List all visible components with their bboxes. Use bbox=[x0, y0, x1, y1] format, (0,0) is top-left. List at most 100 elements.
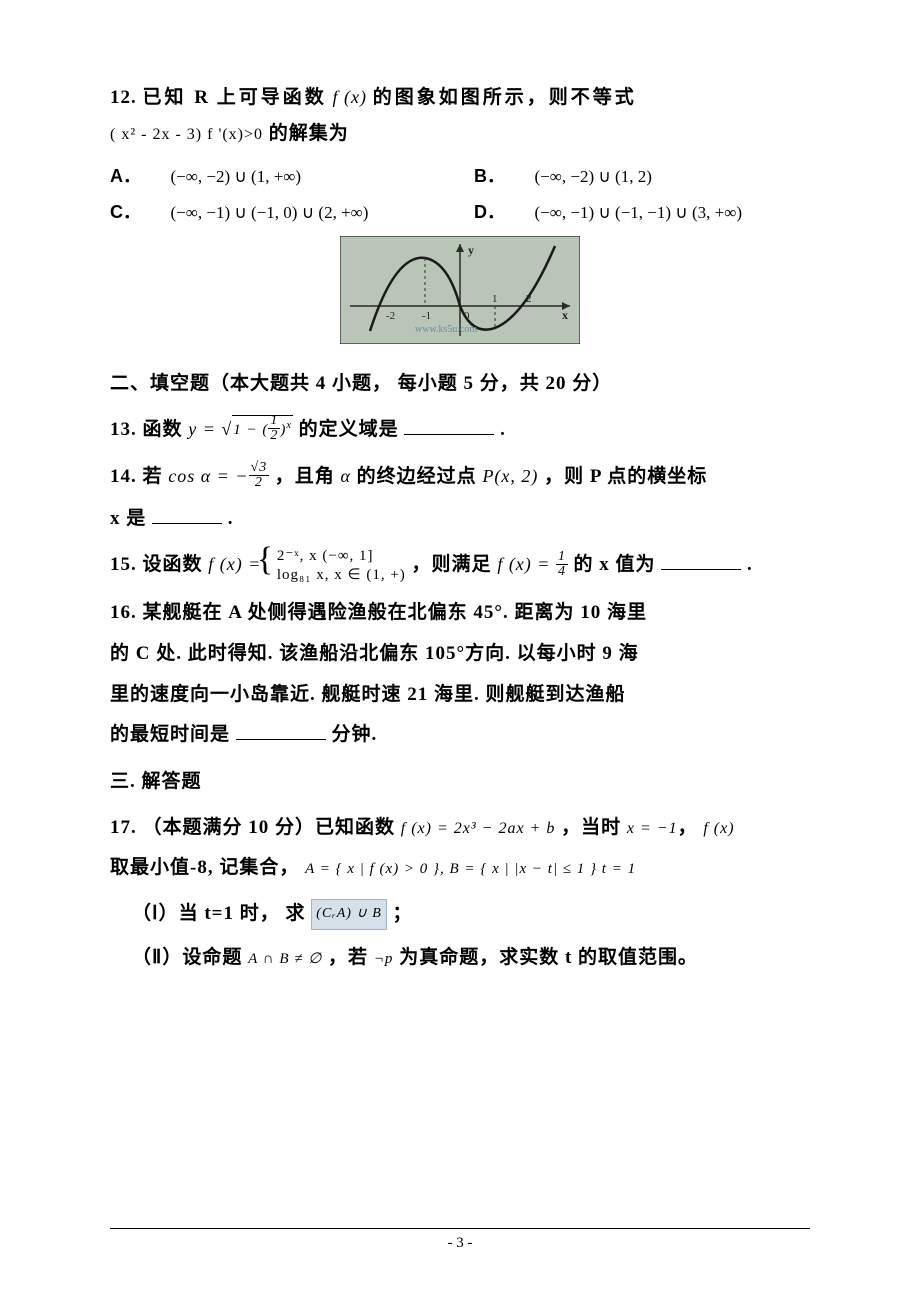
q13-exp: x bbox=[286, 420, 292, 431]
svg-text:-2: -2 bbox=[386, 310, 395, 322]
q14-blank bbox=[152, 503, 222, 524]
q12-prefix: 12. bbox=[110, 87, 137, 108]
page-number: - 3 - bbox=[110, 1235, 810, 1252]
q16-l4a: 的最短时间是 bbox=[110, 724, 230, 745]
q13-num: 1 bbox=[268, 414, 280, 429]
q13-t1: 函数 bbox=[143, 419, 183, 440]
q15-t2: ，则满足 bbox=[412, 554, 492, 575]
q17-p2b: ，若 bbox=[328, 947, 368, 968]
q14-coslbl: cos α = − bbox=[168, 466, 248, 486]
q16-l3: 里的速度向一小岛靠近. 舰艇时速 21 海里. 则舰艇到达渔船 bbox=[110, 684, 626, 705]
q17-p1a: （Ⅰ）当 t=1 时， bbox=[132, 903, 280, 924]
q12-t4: 的解集为 bbox=[269, 123, 349, 144]
q13-blank bbox=[404, 414, 494, 435]
q12-optA: A． (−∞, −2) ∪ (1, +∞) bbox=[110, 158, 474, 194]
section2-title: 二、填空题（本大题共 4 小题， 每小题 5 分，共 20 分） bbox=[110, 366, 810, 402]
optC-math: (−∞, −1) ∪ (−1, 0) ∪ (2, +∞) bbox=[141, 196, 369, 230]
q17-l2a: 取最小值-8, 记集合， bbox=[110, 857, 299, 878]
q15-fx2lbl: f (x) = bbox=[497, 554, 556, 574]
svg-text:-1: -1 bbox=[422, 310, 431, 322]
q16-l1: 某舰艇在 A 处侧得遇险渔般在北偏东 45°. 距离为 10 海里 bbox=[143, 602, 648, 623]
section3-title: 三. 解答题 bbox=[110, 764, 810, 800]
q15-prefix: 15. bbox=[110, 554, 137, 575]
q12-expr: ( x² - 2x - 3) f '(x)>0 bbox=[110, 126, 263, 143]
q14-den2: 2 bbox=[249, 476, 270, 490]
q15-blank bbox=[661, 550, 741, 571]
question-14: 14. 若 cos α = −√32 ，且角 α 的终边经过点 P(x, 2) … bbox=[110, 456, 810, 540]
q14-prefix: 14. bbox=[110, 466, 137, 487]
q15-row2: log₈₁ x, x ∈ (1, +) bbox=[277, 567, 406, 583]
graph-svg: -2 -1 0 1 2 y x www.ks5u.com bbox=[340, 236, 580, 344]
q12-optB: B． (−∞, −2) ∪ (1, 2) bbox=[474, 158, 810, 194]
svg-text:1: 1 bbox=[492, 293, 498, 305]
q15-period: . bbox=[747, 554, 753, 575]
q14-period: . bbox=[228, 508, 234, 529]
q17-l1a: （本题满分 10 分）已知函数 bbox=[143, 817, 396, 838]
svg-text:2: 2 bbox=[526, 293, 532, 305]
q17-comma: ， bbox=[678, 817, 698, 838]
q17-xneg1: x = −1 bbox=[627, 820, 678, 837]
q12-fx: f (x) bbox=[333, 87, 367, 107]
q15-n1: 1 bbox=[556, 550, 568, 565]
svg-text:y: y bbox=[468, 243, 474, 257]
optD-math: (−∞, −1) ∪ (−1, −1) ∪ (3, +∞) bbox=[505, 196, 743, 230]
q17-sets: A = { x | f (x) > 0 }, B = { x | |x − t|… bbox=[305, 861, 636, 877]
q13-math: y = 1 − (12)x bbox=[188, 419, 298, 439]
q12-t1: 已知 R bbox=[143, 87, 211, 108]
q15-t1: 设函数 bbox=[143, 554, 203, 575]
footer-line bbox=[110, 1228, 810, 1229]
q14-t3: 的终边经过点 bbox=[357, 466, 477, 487]
q17-inline-image: (CᵣA) ∪ B bbox=[311, 899, 386, 930]
q17-p2math: A ∩ B ≠ ∅ bbox=[248, 951, 322, 967]
q17-l1b: ，当时 bbox=[561, 817, 621, 838]
q14-l2a: x 是 bbox=[110, 508, 146, 529]
q17-prefix: 17. bbox=[110, 817, 137, 838]
q14-alpha: α bbox=[340, 466, 350, 486]
svg-text:x: x bbox=[562, 308, 568, 322]
question-12: 12. 已知 R 上可导函数 f (x) 的图象如图所示，则不等式 ( x² -… bbox=[110, 80, 810, 356]
q12-graph: -2 -1 0 1 2 y x www.ks5u.com bbox=[110, 236, 810, 355]
q13-t2: 的定义域是 bbox=[299, 419, 399, 440]
q17-p1b: 求 bbox=[286, 903, 306, 924]
optD-label: D． bbox=[474, 194, 500, 230]
q14-t2: ，且角 bbox=[275, 466, 335, 487]
svg-text:www.ks5u.com: www.ks5u.com bbox=[415, 324, 477, 335]
page-footer: - 3 - bbox=[110, 1228, 810, 1252]
q14-P: P(x, 2) bbox=[482, 466, 538, 486]
q12-t3: 的图象如图所示，则不等式 bbox=[373, 87, 637, 108]
optB-math: (−∞, −2) ∪ (1, 2) bbox=[505, 160, 652, 194]
q17-fx2: f (x) bbox=[703, 820, 734, 837]
q12-optD: D． (−∞, −1) ∪ (−1, −1) ∪ (3, +∞) bbox=[474, 194, 810, 230]
q15-piecewise: { 2⁻ˣ, x (−∞, 1] log₈₁ x, x ∈ (1, +) bbox=[267, 547, 406, 585]
q15-d4: 4 bbox=[556, 565, 568, 579]
optA-math: (−∞, −2) ∪ (1, +∞) bbox=[141, 160, 302, 194]
q17-notp: ¬p bbox=[374, 951, 394, 967]
q13-prefix: 13. bbox=[110, 419, 137, 440]
q12-options: A． (−∞, −2) ∪ (1, +∞) B． (−∞, −2) ∪ (1, … bbox=[110, 158, 810, 230]
q14-cos: cos α = −√32 bbox=[168, 466, 274, 486]
q16-prefix: 16. bbox=[110, 602, 137, 623]
q13-yeq: y = bbox=[188, 419, 221, 439]
q17-p1c: ； bbox=[393, 903, 413, 924]
q12-line1: 12. 已知 R 上可导函数 f (x) 的图象如图所示，则不等式 bbox=[110, 80, 810, 116]
q12-optC: C． (−∞, −1) ∪ (−1, 0) ∪ (2, +∞) bbox=[110, 194, 474, 230]
q17-part2: （Ⅱ）设命题 A ∩ B ≠ ∅ ，若 ¬p 为真命题，求实数 t 的取值范围。 bbox=[110, 940, 810, 976]
q13-den: 2 bbox=[268, 429, 280, 443]
q17-p2a: （Ⅱ）设命题 bbox=[132, 947, 242, 968]
svg-text:0: 0 bbox=[464, 310, 470, 322]
question-16: 16. 某舰艇在 A 处侧得遇险渔般在北偏东 45°. 距离为 10 海里 的 … bbox=[110, 593, 810, 756]
question-15: 15. 设函数 f (x) = { 2⁻ˣ, x (−∞, 1] log₈₁ x… bbox=[110, 547, 810, 585]
q16-l4b: 分钟. bbox=[332, 724, 378, 745]
optA-label: A． bbox=[110, 158, 136, 194]
q15-row1: 2⁻ˣ, x (−∞, 1] bbox=[277, 548, 374, 564]
q17-part1: （Ⅰ）当 t=1 时， 求 (CᵣA) ∪ B ； bbox=[110, 896, 810, 932]
q17-p2c: 为真命题，求实数 t 的取值范围。 bbox=[399, 947, 698, 968]
q16-blank bbox=[236, 720, 326, 741]
q13-period: . bbox=[500, 419, 506, 440]
optC-label: C． bbox=[110, 194, 136, 230]
q14-rt3: 3 bbox=[259, 460, 267, 475]
q15-t3: 的 x 值为 bbox=[573, 554, 655, 575]
question-13: 13. 函数 y = 1 − (12)x 的定义域是 . bbox=[110, 412, 810, 448]
q12-line2: ( x² - 2x - 3) f '(x)>0 的解集为 bbox=[110, 116, 810, 152]
q14-t1: 若 bbox=[143, 466, 163, 487]
